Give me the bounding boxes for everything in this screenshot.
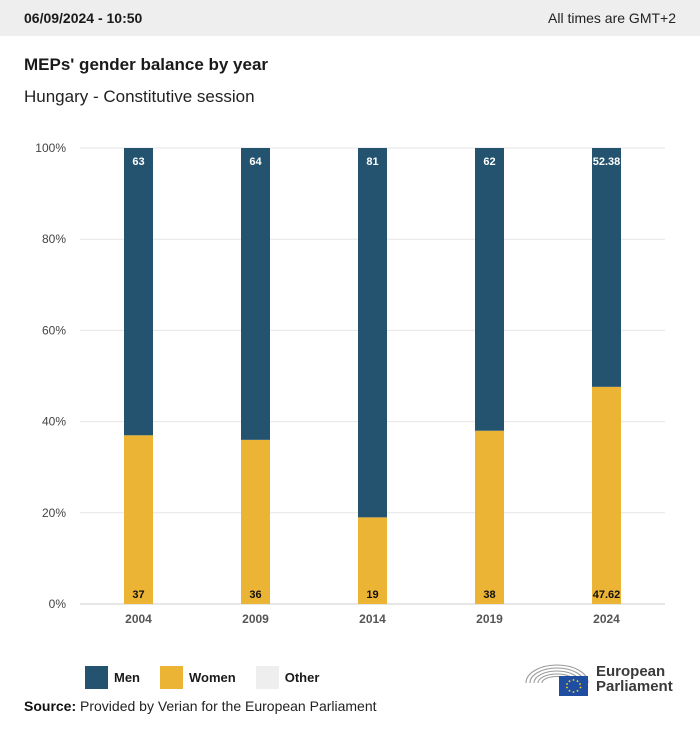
y-tick-label: 80%	[42, 232, 66, 246]
bar-men-2019	[475, 148, 504, 431]
legend-label-women: Women	[189, 670, 236, 685]
bar-men-2004	[124, 148, 153, 436]
source-label: Source:	[24, 698, 77, 714]
data-label-women: 36	[249, 589, 261, 601]
bar-men-2024	[592, 148, 621, 387]
bar-women-2024	[592, 386, 621, 604]
legend-swatch-men	[85, 666, 108, 689]
parliament-hemicycle-icon	[525, 664, 589, 696]
legend-item-men[interactable]: Men	[85, 666, 140, 689]
legend-swatch-other	[255, 666, 279, 689]
y-tick-label: 40%	[42, 415, 66, 429]
data-label-men: 52.38	[593, 156, 621, 168]
y-tick-label: 20%	[42, 506, 66, 520]
bar-women-2009	[241, 439, 270, 604]
x-tick-label: 2004	[125, 612, 152, 626]
data-label-women: 19	[366, 589, 378, 601]
data-label-women: 47.62	[593, 589, 621, 601]
x-tick-label: 2014	[359, 612, 386, 626]
y-tick-label: 0%	[49, 597, 67, 611]
chart-subtitle: Hungary - Constitutive session	[24, 87, 255, 106]
data-label-women: 37	[132, 589, 144, 601]
legend-item-other[interactable]: Other	[255, 666, 320, 689]
y-tick-label: 100%	[35, 141, 66, 155]
source-note: Source: Provided by Verian for the Europ…	[24, 698, 377, 714]
data-label-women: 38	[483, 589, 495, 601]
bar-women-2019	[475, 430, 504, 604]
stacked-bar-chart: 0% 20% 40% 60% 80% 100% 63 37 2004 64 36 2009 81 19 20…	[35, 141, 665, 626]
european-parliament-logo: European Parliament	[524, 659, 673, 699]
legend-swatch-women	[160, 666, 183, 689]
x-tick-label: 2019	[476, 612, 503, 626]
source-text: Provided by Verian for the European Parl…	[76, 698, 377, 714]
y-tick-label: 60%	[42, 323, 66, 337]
legend-item-women[interactable]: Women	[160, 666, 236, 689]
data-label-men: 81	[366, 156, 378, 168]
logo-text: European Parliament	[596, 664, 673, 694]
chart-title: MEPs' gender balance by year	[24, 55, 269, 74]
bar-men-2009	[241, 148, 270, 440]
legend-label-other: Other	[284, 670, 320, 685]
logo-line-1: European	[596, 663, 666, 680]
timezone-note: All times are GMT+2	[548, 10, 676, 26]
x-tick-label: 2009	[242, 612, 269, 626]
data-label-men: 64	[249, 156, 262, 168]
x-tick-label: 2024	[593, 612, 620, 626]
legend-label-men: Men	[114, 670, 140, 685]
date-time: 06/09/2024 - 10:50	[24, 10, 143, 26]
bar-women-2004	[124, 435, 153, 604]
legend: Men Women Other	[85, 666, 339, 689]
data-label-men: 63	[132, 156, 144, 168]
bar-men-2014	[358, 148, 387, 518]
logo-line-2: Parliament	[596, 678, 673, 695]
bar-women-2014	[358, 517, 387, 604]
top-bar: 06/09/2024 - 10:50 All times are GMT+2	[0, 0, 700, 36]
data-label-men: 62	[483, 156, 495, 168]
